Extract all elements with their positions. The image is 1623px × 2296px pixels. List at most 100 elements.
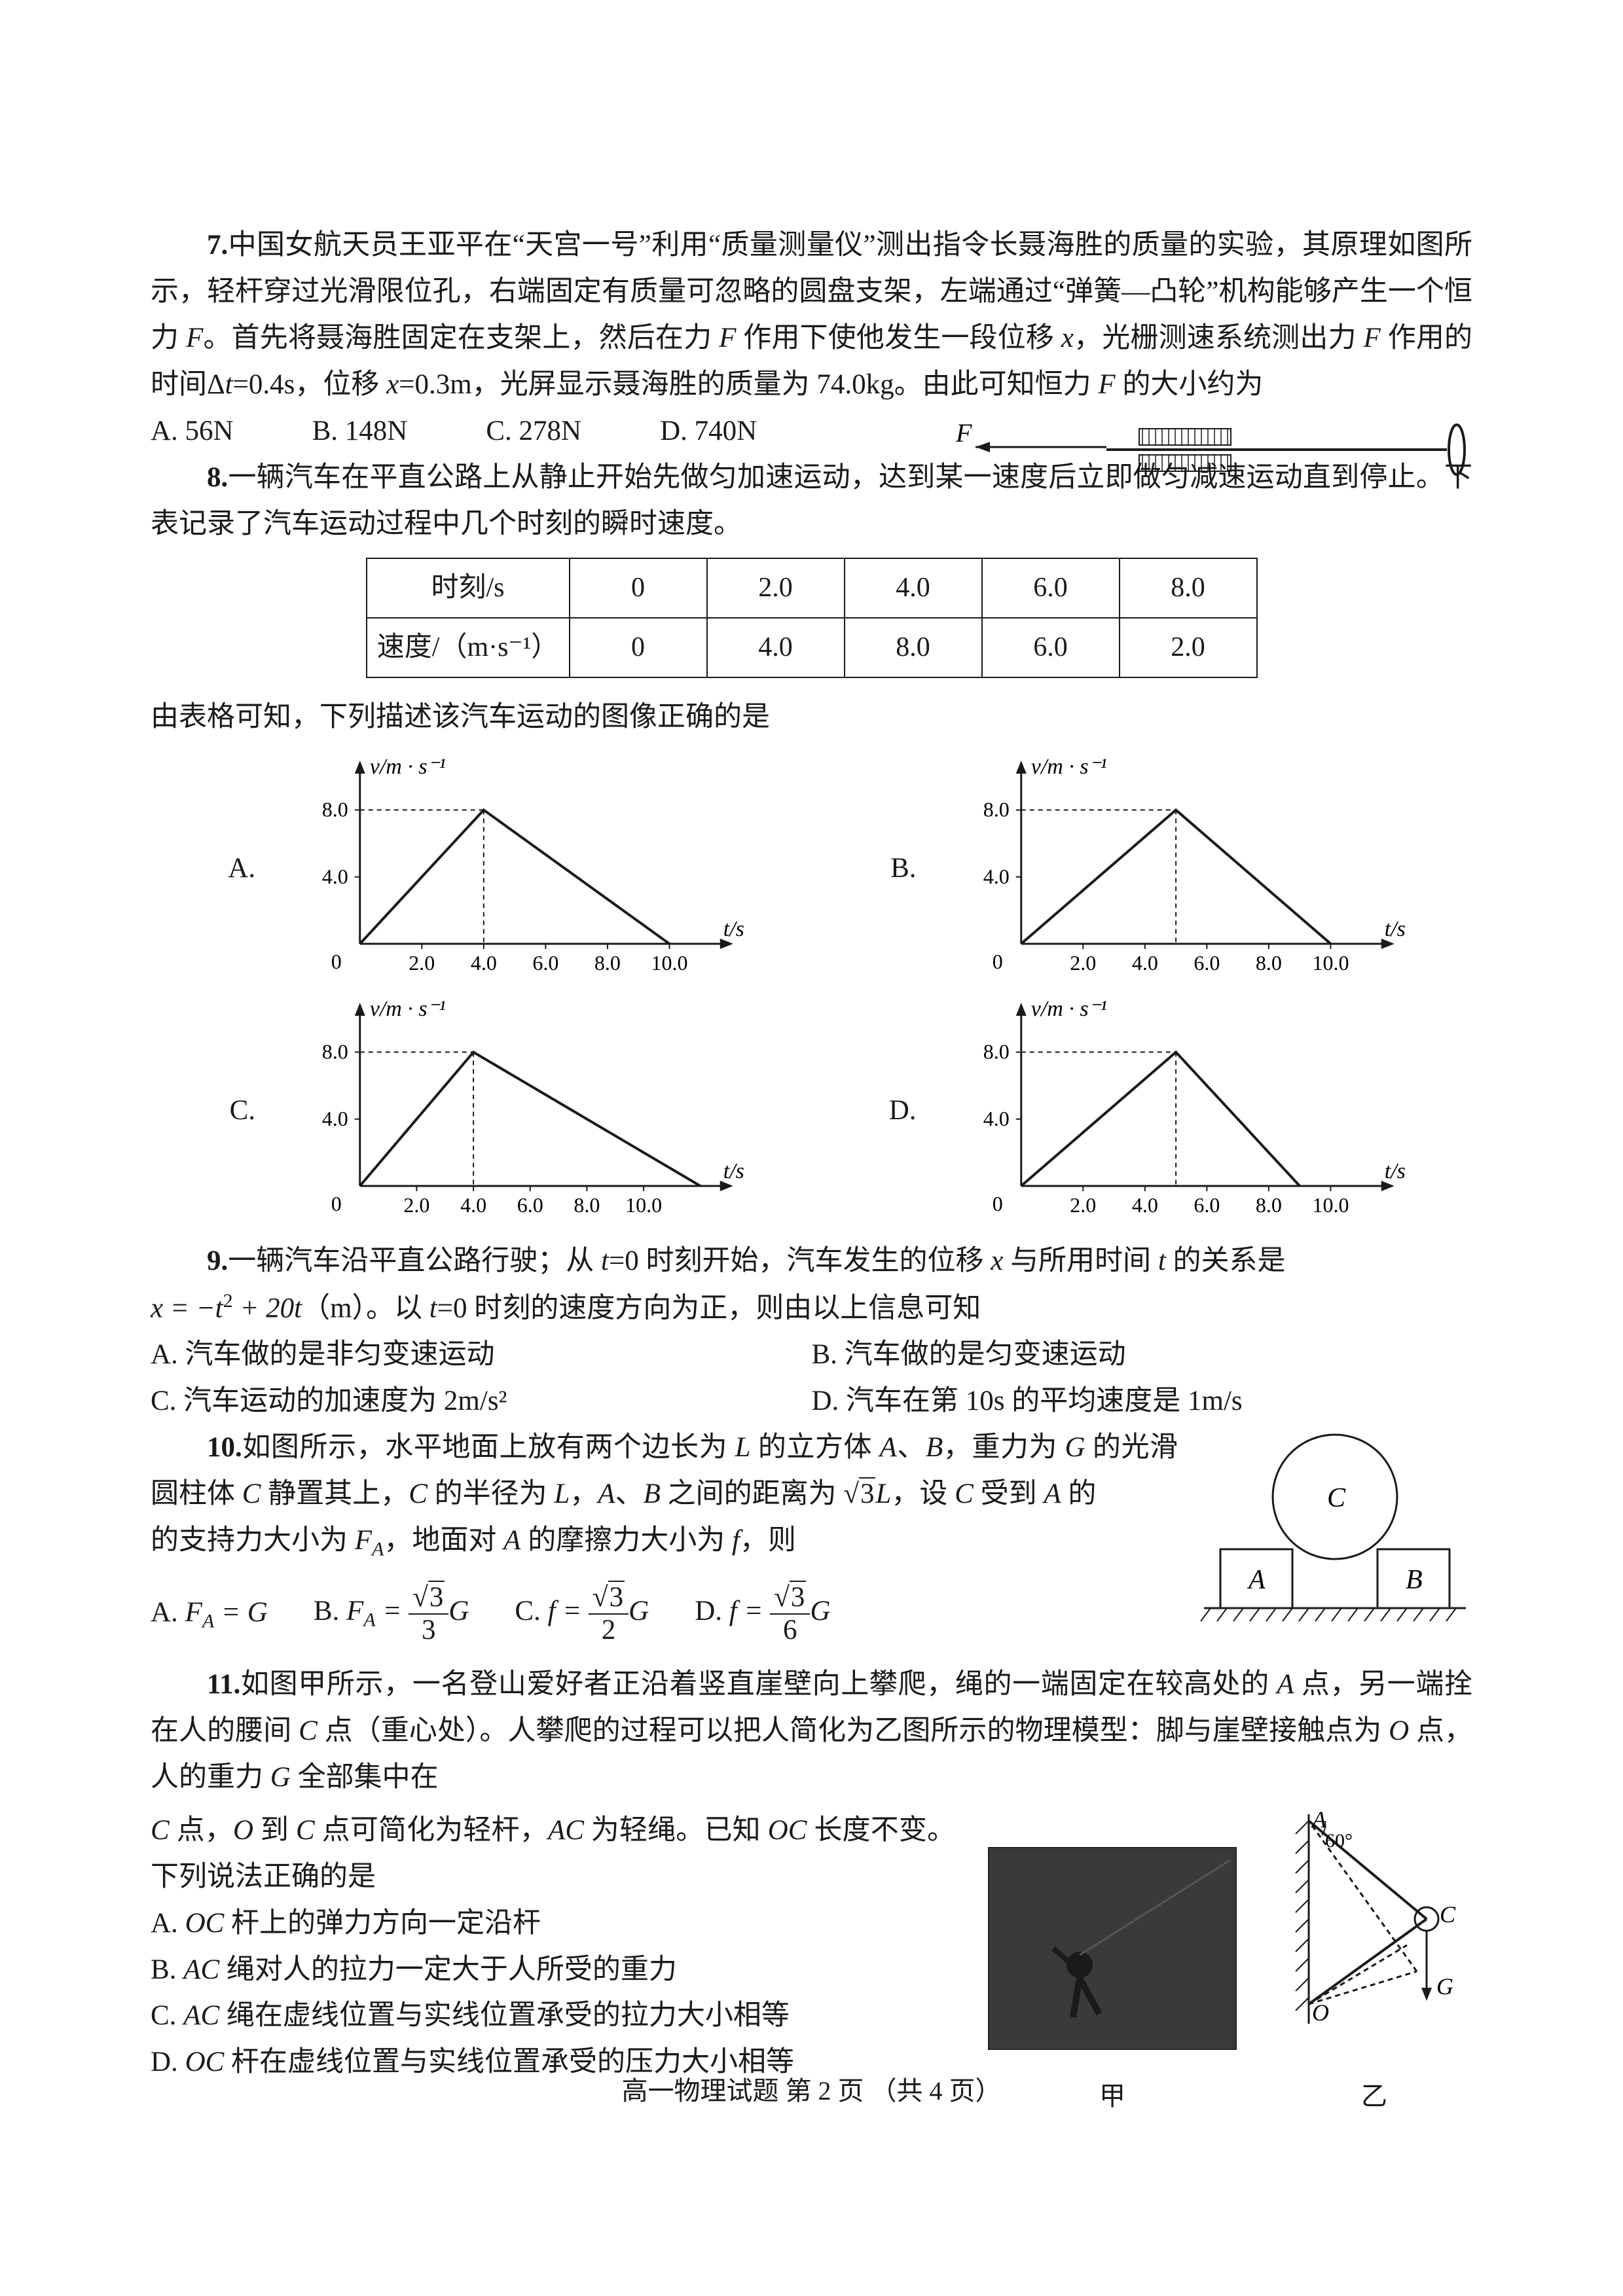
page-content: 7.中国女航天员王亚平在“天宫一号”利用“质量测量仪”测出指令长聂海胜的质量的实… <box>151 223 1472 2118</box>
svg-text:0: 0 <box>992 950 1002 973</box>
page-footer: 高一物理试题 第 2 页 （共 4 页） <box>0 2070 1623 2113</box>
q11-text-2: C 点，O 到 C 点可简化为轻杆，AC 为轻绳。已知 OC 长度不变。下列说法… <box>151 1808 955 1901</box>
q8-charts: A. 4.08.02.04.06.08.010.00v/m · s⁻¹t/s B… <box>216 754 1433 1225</box>
q11-number: 11. <box>207 1669 240 1700</box>
q10-opt-d: D. f = √36G <box>695 1582 830 1645</box>
svg-text:4.0: 4.0 <box>1131 1193 1158 1217</box>
table-header-time: 时刻/s <box>367 558 570 618</box>
q9-opt-c: C. 汽车运动的加速度为 2m/s² <box>151 1378 812 1425</box>
q9-opt-a: A. 汽车做的是非匀变速运动 <box>151 1332 812 1378</box>
q11-opt-c: C. AC 绳在虚线位置与实线位置承受的拉力大小相等 <box>151 1993 955 2039</box>
svg-text:8.0: 8.0 <box>594 951 621 975</box>
svg-text:0: 0 <box>331 950 342 973</box>
q11-opt-b: B. AC 绳对人的拉力一定大于人所受的重力 <box>151 1947 955 1994</box>
svg-text:10.0: 10.0 <box>651 951 687 975</box>
q9-options: A. 汽车做的是非匀变速运动 B. 汽车做的是匀变速运动 C. 汽车运动的加速度… <box>151 1332 1472 1425</box>
svg-text:4.0: 4.0 <box>322 1107 348 1130</box>
svg-text:4.0: 4.0 <box>471 951 497 975</box>
q7-text: 7.中国女航天员王亚平在“天宫一号”利用“质量测量仪”测出指令长聂海胜的质量的实… <box>151 223 1472 408</box>
q9-opt-d: D. 汽车在第 10s 的平均速度是 1m/s <box>812 1378 1473 1425</box>
svg-text:8.0: 8.0 <box>322 1040 348 1064</box>
svg-text:A: A <box>1311 1808 1327 1833</box>
chart-a-svg: 4.0 8.0 2.0 4.0 6.0 8.0 10.0 0 v/m · s⁻¹ t/s <box>262 754 773 983</box>
svg-text:G: G <box>1436 1973 1453 2000</box>
svg-text:O: O <box>1312 2000 1329 2026</box>
q10-options: A. FA = G B. FA = √33G C. f = √32G D. f … <box>151 1582 1178 1645</box>
q9-equation-line: x = −t2 + 20t（m）。以 t=0 时刻的速度方向为正，则由以上信息可… <box>151 1285 1472 1332</box>
q10-text: 10.如图所示，水平地面上放有两个边长为 L 的立方体 A、B，重力为 G 的光… <box>151 1425 1178 1518</box>
q7-apparatus-diagram: F <box>943 416 1480 488</box>
svg-text:2.0: 2.0 <box>403 1193 429 1217</box>
svg-text:v/m · s⁻¹: v/m · s⁻¹ <box>370 755 446 779</box>
q7-opt-d: D. 740N <box>660 408 757 455</box>
question-9: 9.一辆汽车沿平直公路行驶；从 t=0 时刻开始，汽车发生的位移 x 与所用时间… <box>151 1238 1472 1425</box>
svg-text:8.0: 8.0 <box>983 1040 1009 1064</box>
svg-text:2.0: 2.0 <box>1070 1193 1096 1217</box>
q8-table: 时刻/s 0 2.0 4.0 6.0 8.0 速度/（m·s⁻¹） 0 4.0 … <box>366 558 1258 679</box>
table-header-speed: 速度/（m·s⁻¹） <box>367 618 570 677</box>
q9-text: 9.一辆汽车沿平直公路行驶；从 t=0 时刻开始，汽车发生的位移 x 与所用时间… <box>151 1238 1472 1285</box>
q10-opt-b: B. FA = √33G <box>314 1582 469 1645</box>
q10-opt-a: A. FA = G <box>151 1590 268 1638</box>
svg-text:t/s: t/s <box>723 917 744 941</box>
question-8: 8.一辆汽车在平直公路上从静止开始先做匀加速运动，达到某一速度后立即做匀减速运动… <box>151 455 1472 1225</box>
svg-text:6.0: 6.0 <box>517 1193 543 1217</box>
svg-text:6.0: 6.0 <box>532 951 558 975</box>
q9-number: 9. <box>207 1246 228 1276</box>
svg-text:v/m · s⁻¹: v/m · s⁻¹ <box>370 997 446 1021</box>
q8-chart-d: D. 4.08.02.04.06.08.010.00v/m · s⁻¹t/s <box>877 996 1434 1225</box>
svg-text:6.0: 6.0 <box>1194 951 1220 975</box>
q7-number: 7. <box>207 230 228 260</box>
q11-options: A. OC 杆上的弹力方向一定沿杆 B. AC 绳对人的拉力一定大于人所受的重力… <box>151 1901 955 2087</box>
svg-text:A: A <box>1247 1565 1266 1595</box>
q7-opt-c: C. 278N <box>486 408 581 455</box>
svg-text:4.0: 4.0 <box>1131 951 1158 975</box>
svg-text:4.0: 4.0 <box>983 1107 1009 1130</box>
svg-text:10.0: 10.0 <box>625 1193 662 1217</box>
svg-text:C: C <box>1327 1483 1346 1513</box>
question-11: 11.如图甲所示，一名登山爱好者正沿着竖直崖壁向上攀爬，绳的一端固定在较高处的 … <box>151 1662 1472 2118</box>
svg-text:0: 0 <box>331 1192 342 1215</box>
svg-text:8.0: 8.0 <box>983 798 1009 821</box>
svg-text:2.0: 2.0 <box>409 951 435 975</box>
q7-opt-a: A. 56N <box>151 408 234 455</box>
q10-diagram: A B C <box>1197 1425 1472 1628</box>
svg-text:4.0: 4.0 <box>983 865 1009 888</box>
q8-chart-b: B. 4.08.02.04.06.08.010.00v/m · s⁻¹t/s <box>877 754 1434 983</box>
question-10: 10.如图所示，水平地面上放有两个边长为 L 的立方体 A、B，重力为 G 的光… <box>151 1425 1472 1645</box>
q8-number: 8. <box>207 462 228 493</box>
chart-c-svg: 4.08.02.04.06.08.010.00v/m · s⁻¹t/s <box>262 996 773 1225</box>
svg-text:8.0: 8.0 <box>574 1193 600 1217</box>
svg-text:60°: 60° <box>1325 1830 1353 1852</box>
table-row: 时刻/s 0 2.0 4.0 6.0 8.0 <box>367 558 1257 618</box>
svg-text:t/s: t/s <box>1384 917 1405 941</box>
q8-chart-a: A. 4.08.02.04.06.08.010.00v/m · s⁻¹t/s <box>216 754 773 983</box>
svg-text:C: C <box>1440 1901 1456 1928</box>
svg-text:8.0: 8.0 <box>1255 951 1281 975</box>
question-7: 7.中国女航天员王亚平在“天宫一号”利用“质量测量仪”测出指令长聂海胜的质量的实… <box>151 223 1472 455</box>
q8-text2: 由表格可知，下列描述该汽车运动的图像正确的是 <box>151 694 1472 741</box>
q10-number: 10. <box>207 1432 242 1463</box>
svg-text:B: B <box>1406 1565 1423 1595</box>
chart-d-svg: 4.08.02.04.06.08.010.00v/m · s⁻¹t/s <box>923 996 1434 1225</box>
svg-text:8.0: 8.0 <box>1255 1193 1281 1217</box>
q11-text-1: 11.如图甲所示，一名登山爱好者正沿着竖直崖壁向上攀爬，绳的一端固定在较高处的 … <box>151 1662 1472 1801</box>
table-row: 速度/（m·s⁻¹） 0 4.0 8.0 6.0 2.0 <box>367 618 1257 677</box>
q9-opt-b: B. 汽车做的是匀变速运动 <box>812 1332 1473 1378</box>
q10-text-2: 的支持力大小为 FA，地面对 A 的摩擦力大小为 f，则 <box>151 1518 1178 1566</box>
svg-text:v/m · s⁻¹: v/m · s⁻¹ <box>1030 755 1106 779</box>
svg-text:t/s: t/s <box>1384 1159 1405 1183</box>
svg-text:v/m · s⁻¹: v/m · s⁻¹ <box>1030 997 1106 1021</box>
q11-opt-a: A. OC 杆上的弹力方向一定沿杆 <box>151 1901 955 1947</box>
svg-text:6.0: 6.0 <box>1194 1193 1220 1217</box>
q10-opt-c: C. f = √32G <box>515 1582 649 1645</box>
q8-chart-c: C. 4.08.02.04.06.08.010.00v/m · s⁻¹t/s <box>216 996 773 1225</box>
q11-photo-placeholder <box>988 1847 1237 2050</box>
svg-text:10.0: 10.0 <box>1312 951 1349 975</box>
svg-text:4.0: 4.0 <box>322 865 348 888</box>
svg-text:t/s: t/s <box>723 1159 744 1183</box>
svg-text:0: 0 <box>992 1192 1002 1215</box>
svg-text:8.0: 8.0 <box>322 798 348 821</box>
svg-text:2.0: 2.0 <box>1070 951 1096 975</box>
q7-opt-b: B. 148N <box>312 408 408 455</box>
